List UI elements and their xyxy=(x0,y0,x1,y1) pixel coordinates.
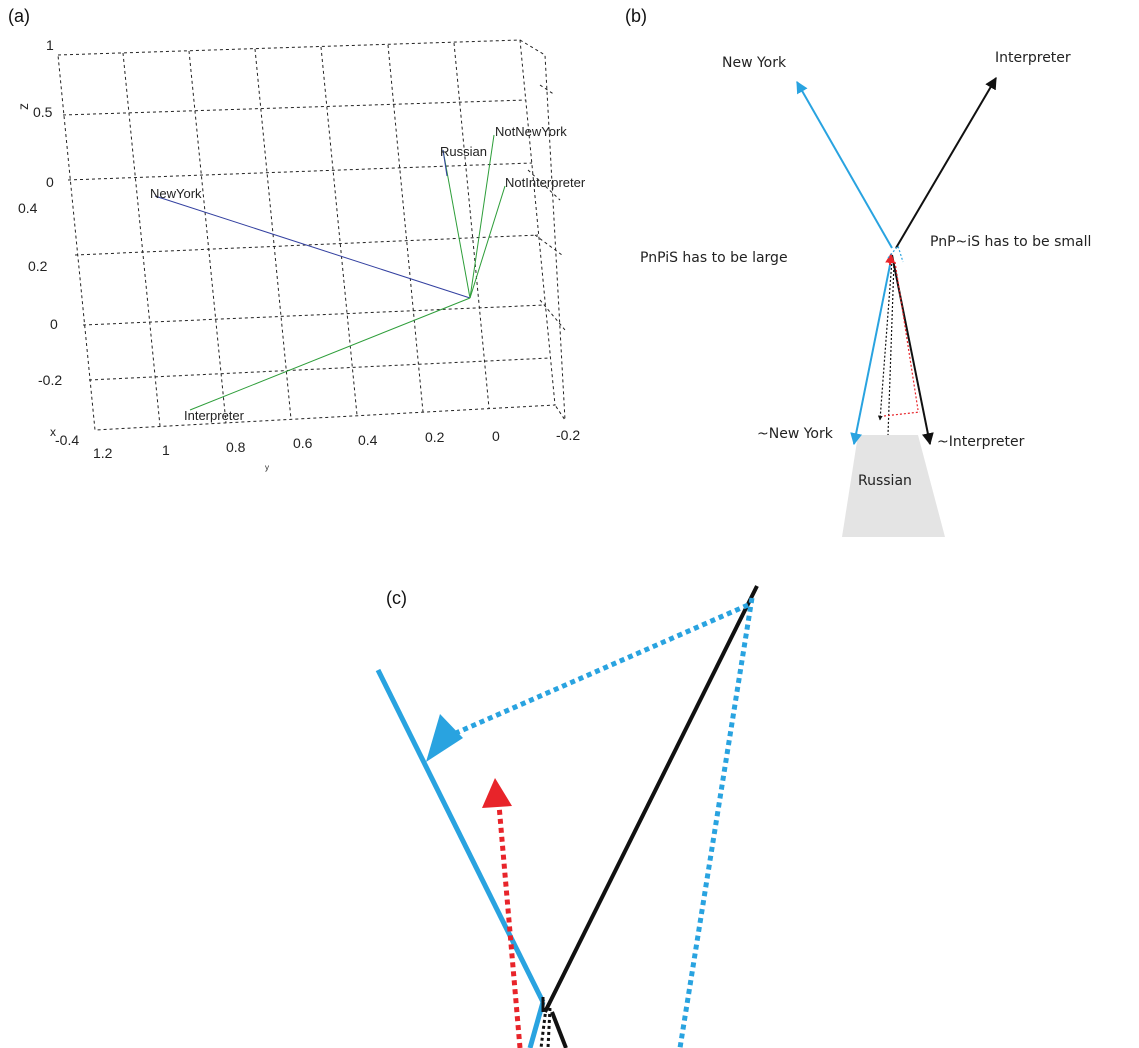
label-russian: Russian xyxy=(440,144,487,159)
zoom-black-lower xyxy=(550,1011,568,1048)
x-axis-letter: x xyxy=(50,425,56,439)
x-tick-2: 0.8 xyxy=(226,439,246,455)
vector-russian-cap xyxy=(442,149,448,177)
panel-b: (b) Russian New York Interpreter PnPiS h… xyxy=(625,6,1091,537)
zoom-red-arrowhead xyxy=(482,778,512,808)
label-newyork: NewYork xyxy=(150,186,202,201)
zoom-red-dotted xyxy=(496,804,523,1048)
label-notinterpreter: NotInterpreter xyxy=(505,175,586,190)
label-interpreter: Interpreter xyxy=(184,408,245,423)
projection-black-dotted-b xyxy=(877,259,893,421)
label-interpreter-b: Interpreter xyxy=(995,50,1071,66)
label-pnp-not-is: PnP~iS has to be small xyxy=(930,234,1091,250)
vector-interpreter-line xyxy=(189,297,471,411)
label-not-newyork-b: ~New York xyxy=(757,426,834,442)
y-tick-3: -0.2 xyxy=(38,372,62,388)
zoom-black-dotted2 xyxy=(546,1007,552,1048)
zoom-black-line xyxy=(543,585,759,1013)
x-tick-7: -0.2 xyxy=(556,427,580,443)
x-tick-1: 1 xyxy=(162,442,170,458)
x-tick-4: 0.4 xyxy=(358,432,378,448)
projection-red-dotted-b xyxy=(894,261,919,411)
y-tick-2: 0 xyxy=(50,316,58,332)
panel-b-label: (b) xyxy=(625,6,647,26)
zoom-blue-line xyxy=(375,668,546,1004)
panel-a-grid xyxy=(57,39,566,431)
projection-black-dotted2-b xyxy=(887,261,895,436)
vector-notnewyork-line xyxy=(469,134,495,299)
z-axis-letter: z xyxy=(15,103,31,110)
vector-not-newyork-b xyxy=(850,254,893,446)
label-not-interpreter-b: ~Interpreter xyxy=(937,434,1025,450)
vector-interpreter-b xyxy=(895,76,997,249)
vector-not-interpreter-b xyxy=(891,254,934,446)
label-russian-b: Russian xyxy=(858,473,912,489)
label-pnpis: PnPiS has to be large xyxy=(640,250,788,266)
z-tick-1: 0.5 xyxy=(33,104,53,120)
panel-a: (a) NewYork Russian NotNewYork NotInterp… xyxy=(8,6,586,472)
zoom-black-dotted xyxy=(539,1007,548,1048)
russian-cone xyxy=(842,435,945,537)
y-tick-4: -0.4 xyxy=(55,432,79,448)
zoom-blue-arrowhead xyxy=(426,714,463,762)
projection-red-dotted-h-b xyxy=(883,411,921,417)
z-tick-0: 1 xyxy=(46,37,54,53)
panel-c-label: (c) xyxy=(386,588,407,608)
z-tick-2: 0 xyxy=(46,174,54,190)
zoom-blue-dotted-right xyxy=(677,597,755,1048)
vector-newyork-line xyxy=(154,195,471,299)
x-tick-6: 0 xyxy=(492,428,500,444)
vector-newyork-b xyxy=(796,80,893,249)
panel-a-vectors xyxy=(154,134,506,411)
projection-blue-dotted-b xyxy=(887,244,904,263)
y-tick-1: 0.2 xyxy=(28,258,48,274)
x-tick-5: 0.2 xyxy=(425,429,445,445)
vector-russian-line xyxy=(442,149,471,299)
y-tick-0: 0.4 xyxy=(18,200,38,216)
y-axis-letter: y xyxy=(265,463,269,472)
label-notnewyork: NotNewYork xyxy=(495,124,567,139)
vector-notinterpreter-line xyxy=(469,185,506,299)
zoom-blue-lower xyxy=(527,1001,546,1048)
zoom-blue-dotted-upper xyxy=(454,602,750,736)
projection-red-arrow-b xyxy=(885,253,896,266)
panel-c: (c) xyxy=(375,585,759,1048)
panel-a-label: (a) xyxy=(8,6,30,26)
label-newyork-b: New York xyxy=(722,55,787,71)
x-tick-3: 0.6 xyxy=(293,435,313,451)
x-tick-0: 1.2 xyxy=(93,445,113,461)
